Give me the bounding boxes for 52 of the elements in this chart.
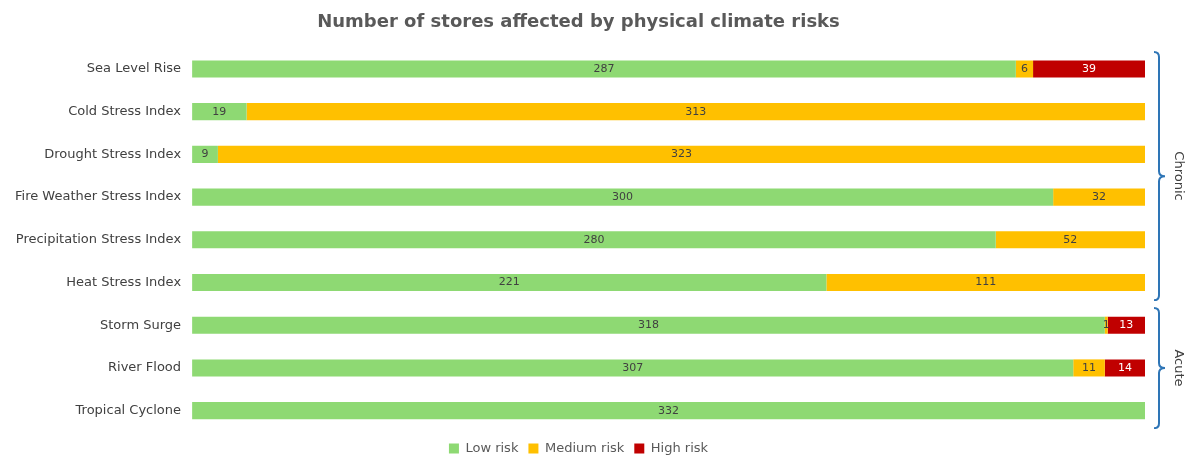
- data-label: 318: [637, 318, 659, 332]
- data-label: 9: [201, 147, 209, 161]
- chart-title: Number of stores affected by physical climate risks: [317, 10, 840, 32]
- data-label: 14: [1117, 360, 1132, 374]
- y-tick-label: Fire Weather Stress Index: [15, 188, 182, 204]
- bar: [192, 188, 1054, 206]
- bar: [192, 103, 247, 121]
- y-tick-label: Tropical Cyclone: [74, 402, 182, 418]
- data-label: 1: [1102, 318, 1110, 332]
- data-label: 221: [498, 275, 520, 289]
- text: Acute: [1171, 349, 1187, 387]
- bar: [217, 145, 1145, 163]
- data-label: 19: [212, 104, 227, 118]
- bar: [246, 103, 1145, 121]
- text: Chronic: [1171, 151, 1187, 201]
- bar: [192, 231, 996, 249]
- y-tick-label: Storm Surge: [100, 316, 182, 332]
- data-label: 52: [1063, 232, 1078, 246]
- bar: [192, 359, 1074, 377]
- data-label: 307: [622, 360, 644, 374]
- bar: [1033, 60, 1145, 78]
- legend-label: Low risk: [465, 439, 519, 455]
- data-label: 280: [583, 232, 605, 246]
- bar: [1107, 316, 1145, 334]
- data-label: 11: [1082, 360, 1097, 374]
- y-tick-label: Heat Stress Index: [66, 273, 182, 289]
- y-tick-label: Drought Stress Index: [44, 145, 182, 161]
- data-label: 39: [1082, 61, 1097, 75]
- bar: [1073, 359, 1105, 377]
- data-label: 287: [593, 61, 615, 75]
- data-label: 111: [975, 275, 997, 289]
- legend-label: High risk: [650, 439, 709, 455]
- bar: [192, 402, 1145, 420]
- bar: [192, 316, 1105, 334]
- bar: [192, 60, 1016, 78]
- legend-label: Medium risk: [544, 439, 625, 455]
- bar: [826, 273, 1145, 292]
- y-tick-label: River Flood: [108, 359, 182, 375]
- data-label: 313: [685, 104, 707, 118]
- data-label: 32: [1092, 189, 1107, 203]
- data-label: 300: [612, 189, 634, 203]
- data-label: 6: [1020, 61, 1028, 75]
- bar: [1104, 359, 1145, 377]
- y-tick-label: Cold Stress Index: [68, 103, 182, 119]
- y-tick-label: Sea Level Rise: [86, 60, 182, 76]
- y-tick-label: Precipitation Stress Index: [15, 231, 182, 247]
- bar: [995, 231, 1145, 249]
- bar: [1053, 188, 1145, 206]
- data-label: 323: [670, 147, 692, 161]
- data-label: 13: [1119, 318, 1134, 332]
- bar: [192, 273, 827, 292]
- data-label: 332: [658, 403, 680, 417]
